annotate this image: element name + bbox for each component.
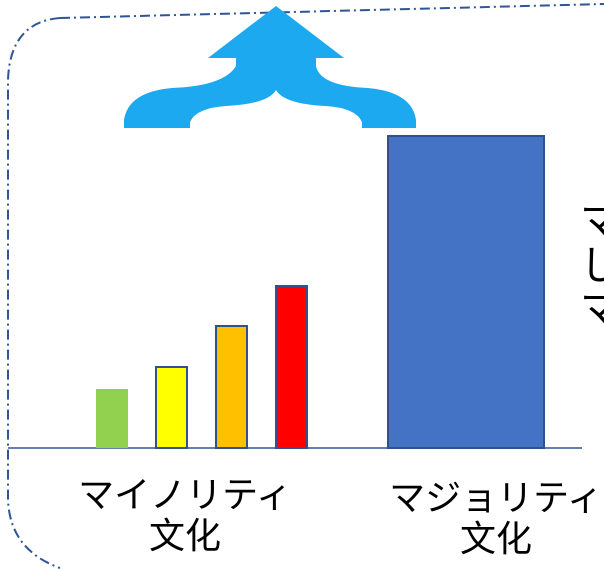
majority-label-line1: マジョリティ xyxy=(389,478,603,519)
majority-bar xyxy=(387,135,545,449)
upward-merge-arrow-icon xyxy=(124,6,416,128)
side-text-fragment: マ し マ xyxy=(580,200,604,332)
minority-bar-2 xyxy=(155,366,188,449)
side-text-line2: し xyxy=(580,243,604,289)
minority-label-line1: マイノリティ xyxy=(78,475,292,516)
dashed-frame xyxy=(7,3,604,569)
minority-culture-label: マイノリティ 文化 xyxy=(50,475,320,558)
minority-bars xyxy=(96,285,308,449)
side-text-line3: マ xyxy=(580,287,604,333)
minority-bar-1 xyxy=(96,389,128,448)
minority-label-line2: 文化 xyxy=(148,516,221,558)
minority-bar-4 xyxy=(275,285,308,449)
majority-label-line2: 文化 xyxy=(459,519,532,561)
minority-bar-3 xyxy=(215,325,248,449)
side-text-line1: マ xyxy=(580,199,604,245)
majority-culture-label: マジョリティ 文化 xyxy=(366,478,604,561)
